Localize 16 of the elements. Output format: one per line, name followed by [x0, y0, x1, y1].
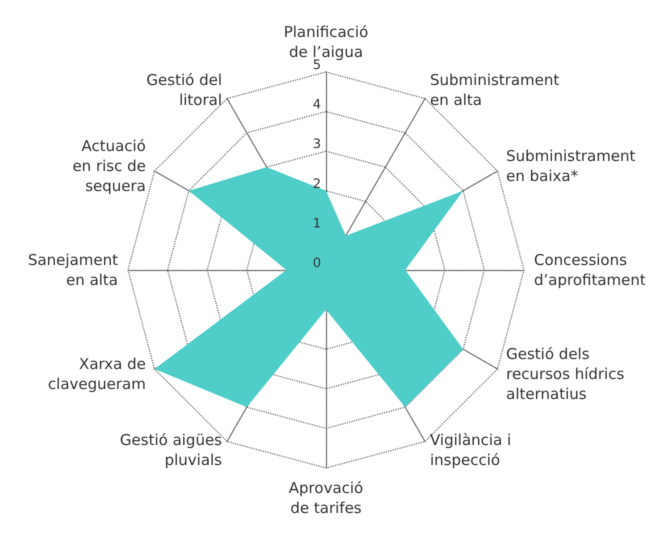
spoke-label: Vigilància i inspecció: [430, 431, 512, 470]
spoke-label: Subministrament en alta: [430, 70, 560, 109]
spoke-label: Gestió aigües pluvials: [120, 431, 222, 470]
spoke-label: Gestió dels recursos hídrics alternatius: [506, 345, 624, 403]
y-tick-label: 0: [312, 256, 321, 271]
spoke-label: Actuació en risc de sequera: [72, 137, 146, 195]
spoke-label: Sanejament en alta: [28, 251, 118, 289]
y-tick-label: 3: [312, 137, 321, 152]
spoke-label: Gestió del litoral: [146, 70, 222, 109]
spoke-label: Subministrament en baixa*: [506, 147, 636, 185]
y-tick-label: 4: [312, 98, 321, 113]
spoke-label: Xarxa de clavegueram: [48, 355, 146, 393]
y-tick-label: 5: [312, 58, 321, 73]
y-tick-label: 1: [312, 216, 321, 232]
spoke-label: Aprovació de tarifes: [288, 479, 364, 517]
spoke-label: Planificació de l’aigua: [284, 23, 368, 61]
